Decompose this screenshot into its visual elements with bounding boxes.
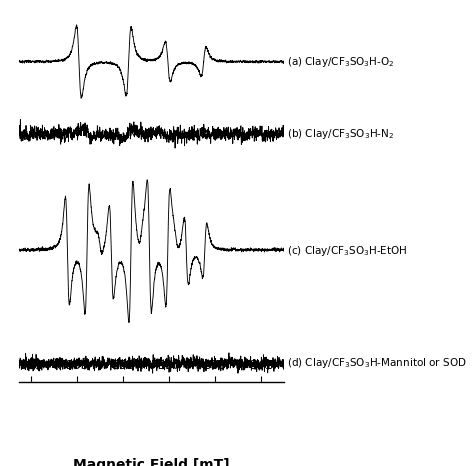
X-axis label: Magnetic Field [mT]: Magnetic Field [mT]	[73, 458, 230, 466]
Text: (a) Clay/CF$_3$SO$_3$H-O$_2$: (a) Clay/CF$_3$SO$_3$H-O$_2$	[287, 55, 394, 69]
Text: (d) Clay/CF$_3$SO$_3$H-Mannitol or SOD: (d) Clay/CF$_3$SO$_3$H-Mannitol or SOD	[287, 356, 467, 370]
Text: (c) Clay/CF$_3$SO$_3$H-EtOH: (c) Clay/CF$_3$SO$_3$H-EtOH	[287, 244, 407, 258]
Text: (b) Clay/CF$_3$SO$_3$H-N$_2$: (b) Clay/CF$_3$SO$_3$H-N$_2$	[287, 127, 394, 141]
